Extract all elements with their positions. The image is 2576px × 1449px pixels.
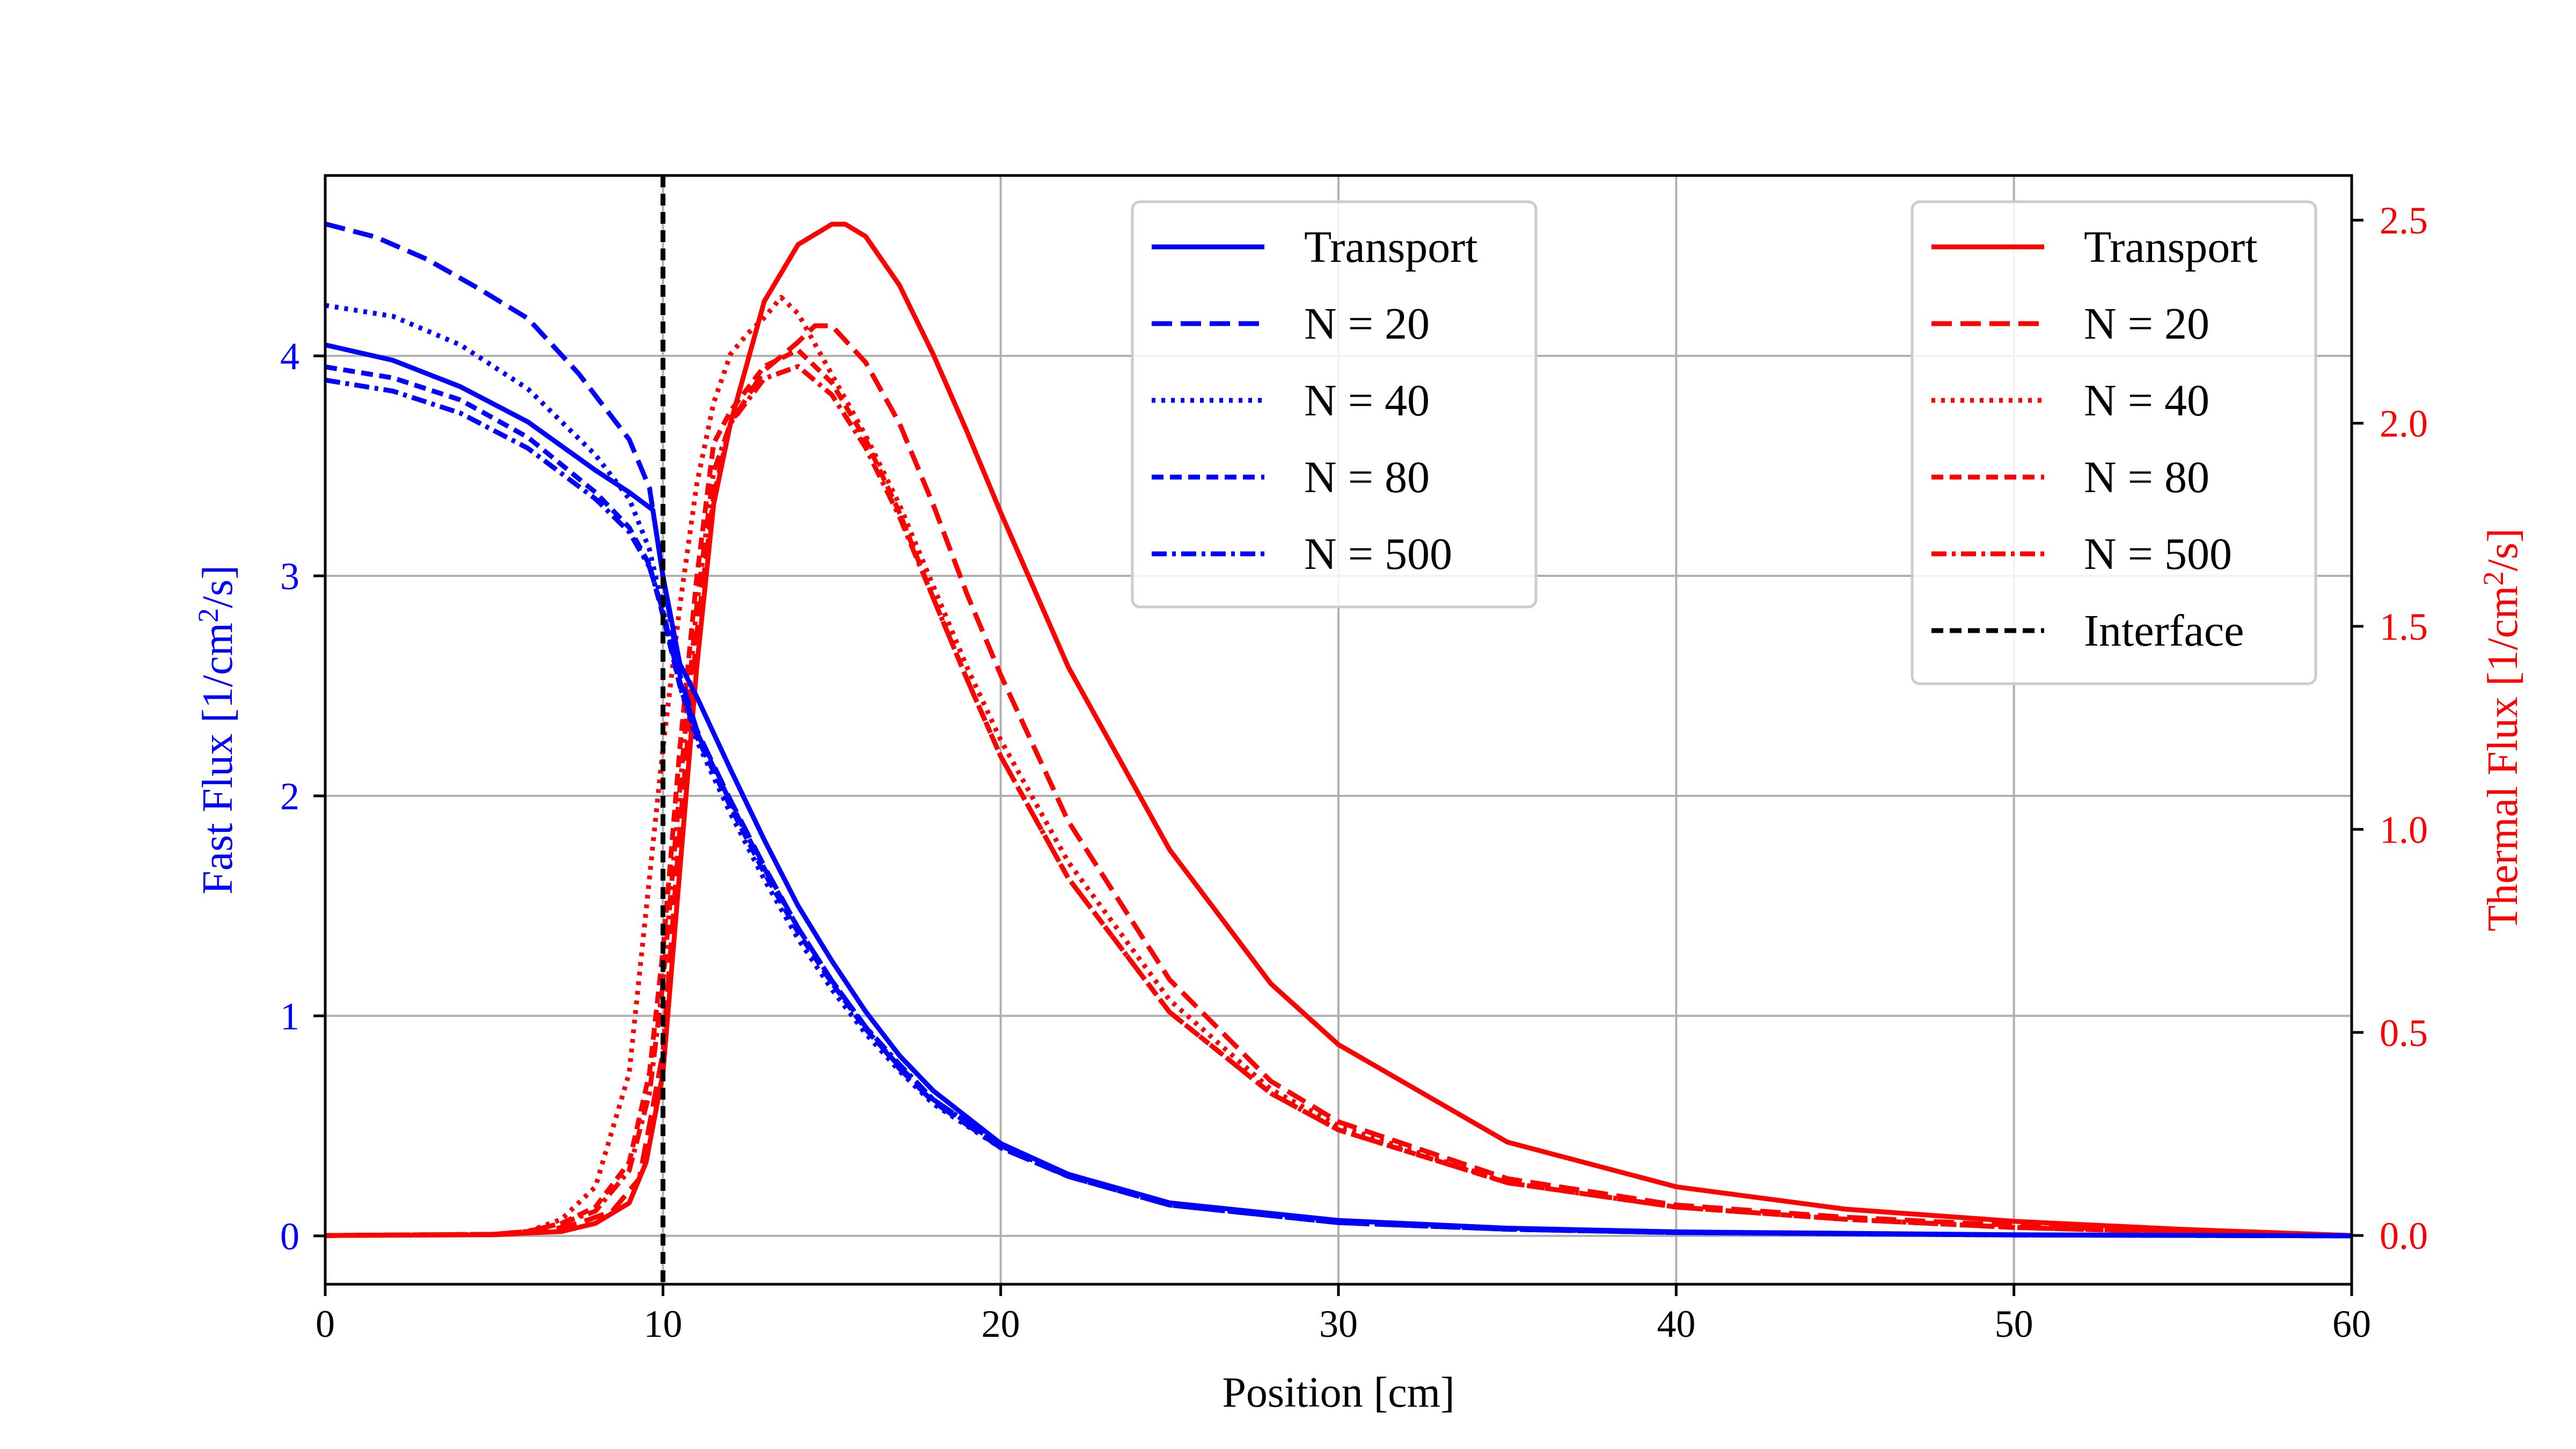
left-y-tick-label: 4: [280, 335, 299, 378]
left-y-axis-title-sup: 2: [192, 608, 224, 623]
left-y-tick-label: 3: [280, 555, 299, 598]
legend-thermal-flux: Transport N = 20 N = 40 N = 80 N = 500 Interf…: [1911, 200, 2317, 685]
thermal-flux-n-20-line: [325, 323, 2352, 1238]
right-y-tick-label: 2.5: [2380, 199, 2428, 242]
x-tick-label: 10: [643, 1302, 682, 1345]
x-tick-label: 40: [1657, 1302, 1695, 1345]
right-y-axis-title-end: /s]: [2479, 528, 2527, 571]
legend-box: [1911, 200, 2317, 685]
legend-label: N = 80: [1304, 452, 1430, 502]
legend-label: Interface: [2084, 606, 2244, 656]
legend-label: N = 500: [1304, 529, 1452, 579]
right-y-tick-label: 0.0: [2380, 1214, 2428, 1257]
x-tick-label: 60: [2332, 1302, 2371, 1345]
thermal-flux-n-500-line: [325, 364, 2352, 1238]
x-tick-label: 30: [1319, 1302, 1358, 1345]
right-y-tick-label: 0.5: [2380, 1012, 2428, 1055]
legend-label: N = 500: [2084, 529, 2232, 579]
series-lines: [324, 221, 2352, 1239]
right-y-axis-title-sup: 2: [2477, 571, 2509, 586]
left-y-axis-title-end: /s]: [194, 565, 241, 608]
x-axis-title: Position [cm]: [1222, 1369, 1454, 1416]
right-y-tick-label: 2.0: [2380, 402, 2428, 445]
right-y-axis-title: Thermal Flux [1/cm2/s]: [2477, 528, 2527, 931]
fast-flux-n-80-line: [325, 364, 2352, 1239]
left-y-axis-title: Fast Flux [1/cm2/s]: [192, 565, 241, 895]
right-y-axis-title-main: Thermal Flux [1/cm: [2479, 586, 2527, 931]
x-tick-label: 50: [1995, 1302, 2033, 1345]
axis-ticks: 0 10 20 30 40 50 60 0 1 2 3 4 0.0 0.5 1.0 1.5 2.0 2.5: [280, 199, 2428, 1345]
legend-label: N = 40: [2084, 376, 2209, 426]
legend-label: N = 40: [1304, 376, 1430, 426]
legend-label: N = 80: [2084, 452, 2209, 502]
legend-label: N = 20: [2084, 299, 2209, 349]
fast-flux-n-500-line: [325, 377, 2352, 1239]
legend-fast-flux: Transport N = 20 N = 40 N = 80 N = 500: [1131, 200, 1538, 609]
left-y-axis-title-main: Fast Flux [1/cm: [194, 623, 241, 895]
x-tick-label: 0: [316, 1302, 335, 1345]
legend-label: Transport: [2084, 222, 2258, 272]
left-y-tick-label: 2: [280, 775, 299, 818]
thermal-flux-n-40-line: [325, 295, 2352, 1238]
left-y-tick-label: 1: [280, 995, 299, 1038]
thermal-flux-transport-line: [325, 222, 2352, 1238]
legend-label: Transport: [1304, 222, 1478, 272]
right-y-tick-label: 1.0: [2380, 808, 2428, 851]
right-y-tick-label: 1.5: [2380, 605, 2428, 648]
legend-box: [1131, 200, 1538, 609]
x-tick-label: 20: [982, 1302, 1020, 1345]
legend-label: N = 20: [1304, 299, 1430, 349]
left-y-tick-label: 0: [280, 1215, 299, 1258]
